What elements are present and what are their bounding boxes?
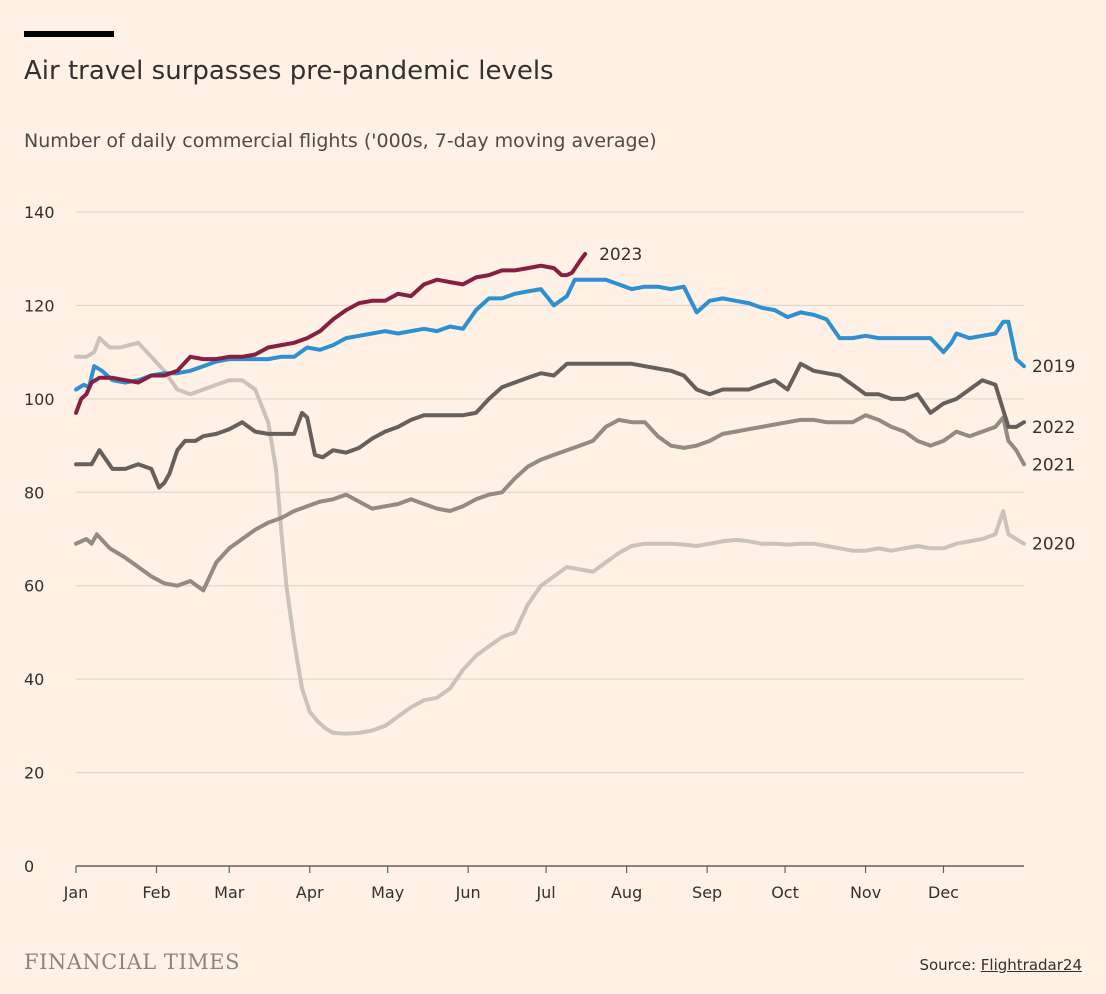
axes: 0 20 40 60 80 100 120 140 Jan Feb Mar Apr May Jun Jul A… (24, 203, 1024, 902)
y-tick-label: 0 (24, 857, 34, 876)
x-tick-label: May (371, 883, 404, 902)
source-prefix: Source: (919, 956, 981, 974)
series-label-2020: 2020 (1032, 535, 1075, 555)
y-tick-label: 120 (24, 296, 55, 315)
series-label-2023: 2023 (599, 245, 642, 265)
y-tick-label: 20 (24, 764, 44, 783)
chart-subtitle: Number of daily commercial flights ('000… (24, 130, 657, 152)
x-tick-label: Oct (771, 883, 799, 902)
series-label-2022: 2022 (1032, 418, 1075, 438)
x-tick-label: Mar (214, 883, 245, 902)
series-line-2022 (74, 361, 1026, 490)
x-tick-label: Jun (455, 883, 481, 902)
x-tick-label: Sep (692, 883, 722, 902)
source-link[interactable]: Flightradar24 (980, 956, 1082, 974)
x-tick-label: Nov (850, 883, 881, 902)
x-tick-label: Feb (142, 883, 170, 902)
x-tick-label: Aug (611, 883, 642, 902)
publisher-logo: FINANCIAL TIMES (24, 950, 240, 974)
source-note: Source: Flightradar24 (919, 956, 1082, 974)
series-line-2023 (74, 252, 588, 415)
series-line-2019 (74, 277, 1026, 392)
chart-title: Air travel surpasses pre-pandemic levels (24, 56, 554, 86)
y-tick-label: 80 (24, 483, 44, 502)
series-line-2021 (74, 413, 1026, 593)
series-lines (74, 252, 1026, 736)
gridlines (76, 211, 1024, 774)
series-label-2019: 2019 (1032, 357, 1075, 377)
y-tick-label: 60 (24, 577, 44, 596)
accent-bar (24, 31, 114, 37)
x-tick-label: Jan (63, 883, 89, 902)
y-tick-label: 140 (24, 203, 55, 222)
series-line-2020 (74, 336, 1026, 736)
x-tick-label: Jul (535, 883, 555, 902)
y-tick-label: 40 (24, 670, 44, 689)
series-labels: 2020 2021 2022 2019 2023 (599, 245, 1075, 555)
x-tick-label: Dec (928, 883, 959, 902)
series-label-2021: 2021 (1032, 455, 1075, 475)
x-tick-label: Apr (296, 883, 324, 902)
y-tick-label: 100 (24, 390, 55, 409)
